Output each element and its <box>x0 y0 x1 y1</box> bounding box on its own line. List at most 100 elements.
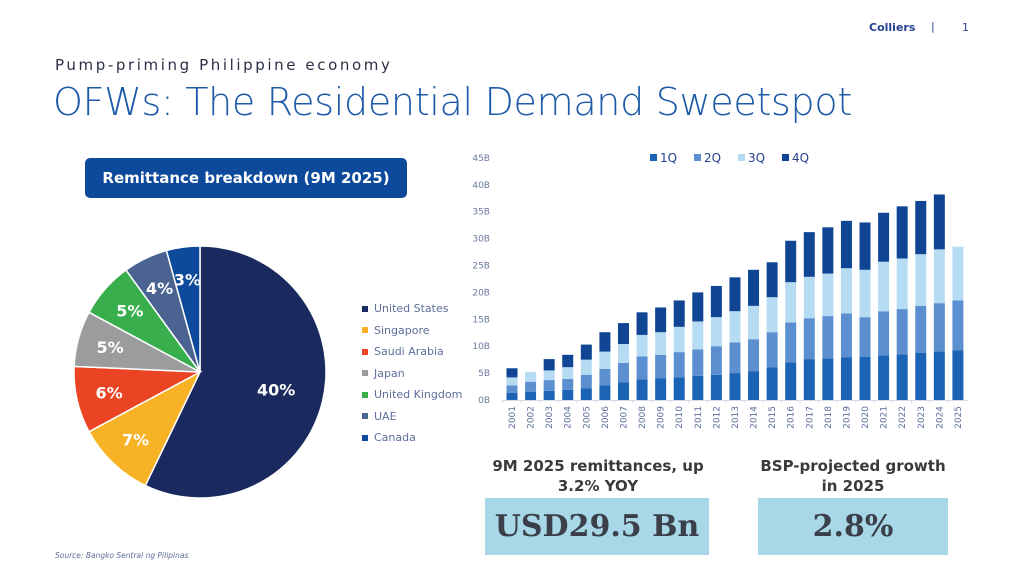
bar-segment-2006-4Q <box>599 332 611 352</box>
bar-segment-2017-4Q <box>803 232 815 277</box>
y-tick-label: 10B <box>472 342 490 352</box>
stat-remittances-label-line1: 9M 2025 remittances, up <box>492 457 704 475</box>
bar-segment-2002-3Q <box>525 372 537 382</box>
legend-swatch <box>362 327 368 334</box>
stat-growth-label-line1: BSP-projected growth <box>760 457 946 475</box>
legend-item-united-kingdom: United Kingdom <box>362 384 462 406</box>
bar-segment-2020-1Q <box>859 356 871 400</box>
brand-logo-text: Colliers <box>869 21 916 34</box>
bar-segment-2016-2Q <box>785 322 797 363</box>
bar-segment-2009-4Q <box>655 307 667 333</box>
bar-segment-2004-4Q <box>562 354 574 368</box>
bar-segment-2023-4Q <box>915 200 927 255</box>
bar-segment-2014-3Q <box>748 305 760 340</box>
x-tick-label: 2022 <box>898 406 908 429</box>
stacked-bar-chart: 0B 5B 10B 15B 20B 25B 30B 35B 40B 45B 2001 2002 2003… <box>472 151 968 429</box>
bar-segment-2015-4Q <box>766 262 778 298</box>
legend-swatch <box>362 348 368 355</box>
legend-swatch <box>362 391 368 398</box>
stat-growth-value: 2.8% <box>758 498 948 555</box>
bar-segment-2010-2Q <box>673 352 685 378</box>
pie-chart: 40%7%6%5%5%4% 3% <box>73 245 327 499</box>
bar-legend-label: 4Q <box>792 151 809 165</box>
legend-label: Singapore <box>374 323 430 337</box>
bar-segment-2022-2Q <box>896 309 908 355</box>
x-tick-label: 2024 <box>935 406 945 429</box>
pie-slice-label: 40% <box>257 380 295 399</box>
bar-segment-2003-3Q <box>543 370 555 381</box>
bar-segment-2005-2Q <box>580 374 592 389</box>
legend-item-saudi-arabia: Saudi Arabia <box>362 341 462 363</box>
bar-legend-label: 3Q <box>748 151 765 165</box>
y-tick-label: 40B <box>472 181 490 191</box>
bar-segment-2007-3Q <box>617 344 629 363</box>
legend-item-canada: Canada <box>362 427 462 449</box>
y-tick-label: 35B <box>472 208 490 218</box>
bar-segment-2015-3Q <box>766 297 778 333</box>
bar-segment-2008-4Q <box>636 312 648 335</box>
bar-segment-2012-4Q <box>710 285 722 318</box>
bar-segment-2020-4Q <box>859 222 871 270</box>
bar-segment-2016-3Q <box>785 282 797 323</box>
bar-legend-swatch <box>694 154 701 161</box>
bar-segment-2022-4Q <box>896 206 908 259</box>
pie-slice-label: 6% <box>96 384 123 403</box>
bar-segment-2017-1Q <box>803 359 815 400</box>
x-tick-label: 2007 <box>619 406 629 429</box>
bar-segment-2010-1Q <box>673 377 685 400</box>
bar-segment-2006-2Q <box>599 368 611 386</box>
bar-segment-2022-1Q <box>896 354 908 400</box>
bar-segment-2010-3Q <box>673 326 685 353</box>
page-title: OFWs: The Residential Demand Sweetspot <box>53 80 852 124</box>
bar-segment-2021-2Q <box>878 311 890 356</box>
legend-item-singapore: Singapore <box>362 320 462 342</box>
header-separator: | <box>931 20 935 33</box>
x-tick-label: 2023 <box>917 406 927 429</box>
bar-segment-2002-2Q <box>525 381 537 392</box>
bar-segment-2025-1Q <box>952 350 964 400</box>
bar-segment-2004-2Q <box>562 379 574 390</box>
bar-segment-2004-1Q <box>562 389 574 400</box>
bar-segment-2017-3Q <box>803 276 815 319</box>
bar-segment-2011-1Q <box>692 375 704 400</box>
source-note: Source: Bangko Sentral ng Pilipinas <box>55 551 189 560</box>
bar-segment-2011-2Q <box>692 349 704 376</box>
bar-segment-2023-3Q <box>915 254 927 306</box>
legend-label: Canada <box>374 431 416 445</box>
bar-segment-2015-1Q <box>766 367 778 400</box>
x-tick-label: 2016 <box>787 406 797 429</box>
bar-segment-2007-4Q <box>617 323 629 345</box>
bar-segment-2018-3Q <box>822 273 834 317</box>
bar-segment-2008-2Q <box>636 356 648 380</box>
legend-label: Saudi Arabia <box>374 345 444 359</box>
pie-slice-label: 7% <box>122 430 149 449</box>
bar-segment-2021-3Q <box>878 261 890 312</box>
bar-segment-2006-1Q <box>599 385 611 400</box>
y-tick-label: 0B <box>478 396 490 406</box>
x-tick-label: 2008 <box>638 406 648 429</box>
bar-segment-2011-3Q <box>692 321 704 350</box>
bar-segment-2014-2Q <box>748 339 760 372</box>
bar-segment-2016-1Q <box>785 362 797 400</box>
stat-growth-label-line2: in 2025 <box>821 477 885 495</box>
bar-segment-2012-3Q <box>710 317 722 347</box>
bar-segment-2024-4Q <box>933 194 945 250</box>
bar-segment-2018-4Q <box>822 227 834 274</box>
bar-segment-2024-2Q <box>933 303 945 352</box>
x-tick-label: 2025 <box>954 406 964 429</box>
stat-remittances-value: USD29.5 Bn <box>485 498 709 555</box>
stat-remittances-label: 9M 2025 remittances, up 3.2% YOY <box>478 456 718 496</box>
x-tick-label: 2012 <box>712 406 722 429</box>
x-tick-label: 2021 <box>880 406 890 429</box>
x-tick-label: 2019 <box>842 406 852 429</box>
page-number: 1 <box>962 21 969 34</box>
pie-slice-label: 5% <box>97 338 124 357</box>
bar-segment-2020-2Q <box>859 317 871 357</box>
bar-segment-2003-1Q <box>543 390 555 400</box>
legend-swatch <box>362 434 368 441</box>
legend-item-uae: UAE <box>362 406 462 428</box>
bar-segment-2008-1Q <box>636 379 648 400</box>
bar-segment-2021-4Q <box>878 212 890 262</box>
bar-segment-2003-2Q <box>543 380 555 391</box>
y-tick-label: 45B <box>472 154 490 164</box>
